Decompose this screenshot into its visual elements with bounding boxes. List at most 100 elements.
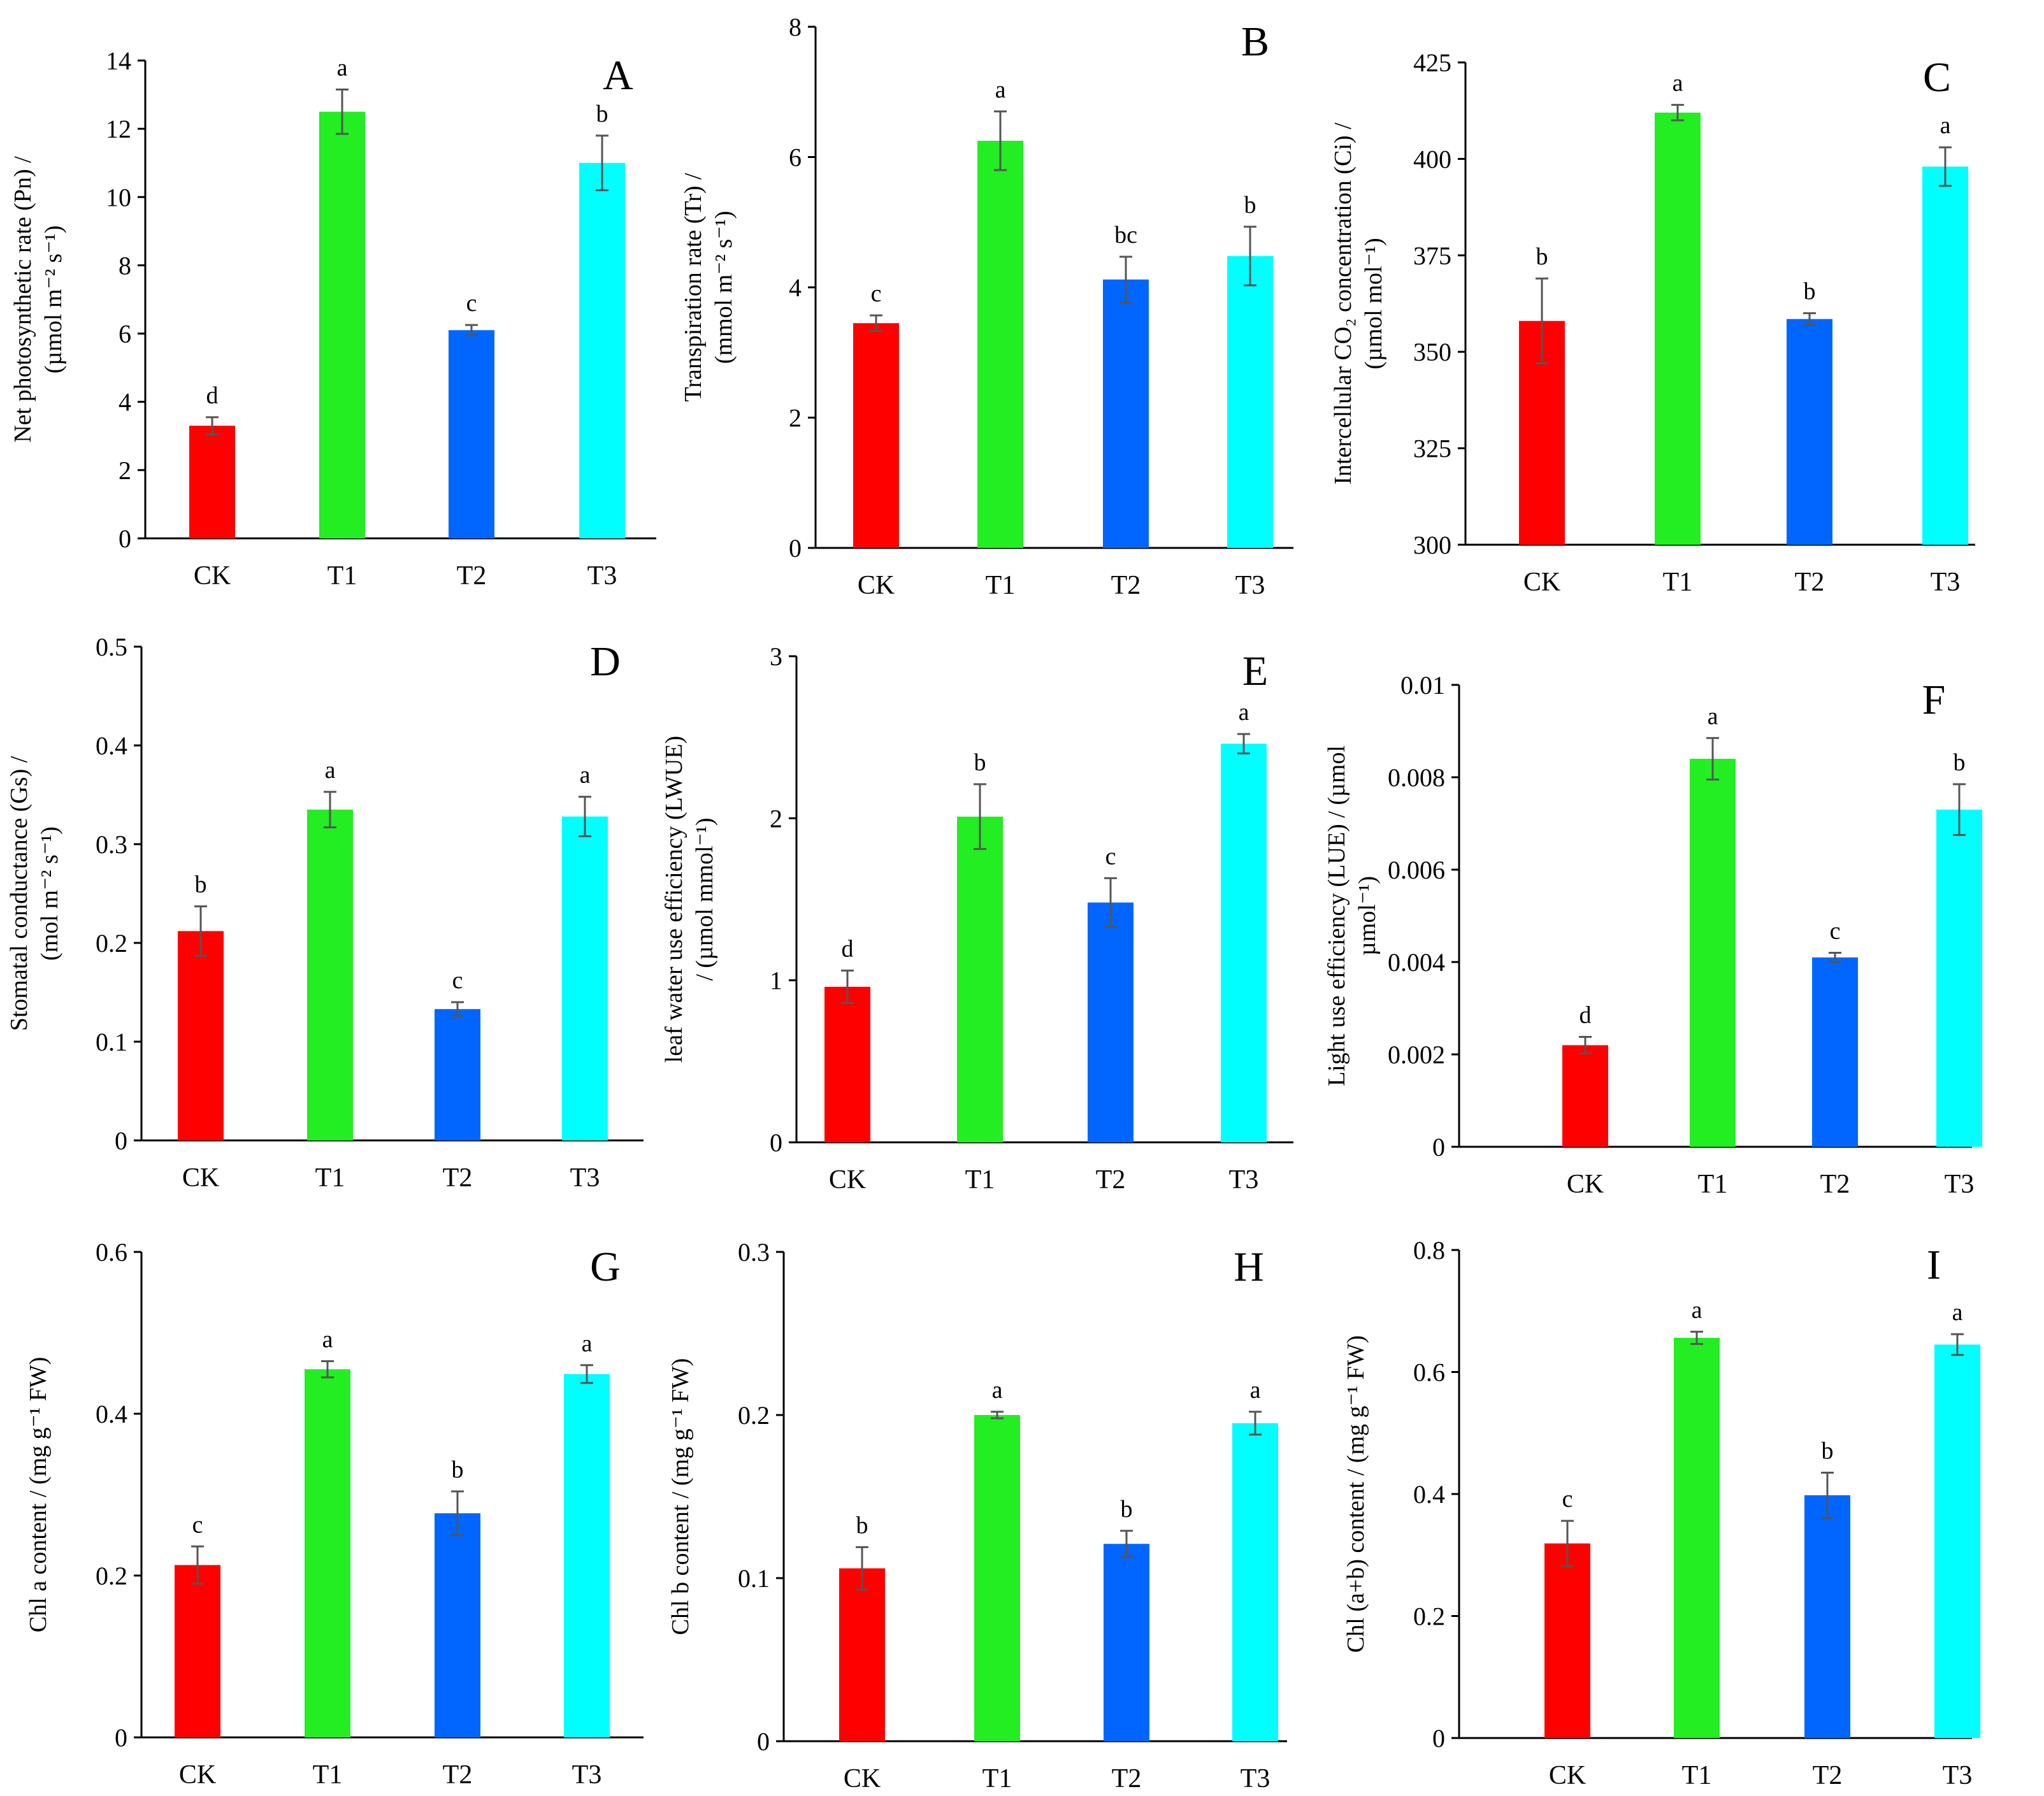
y-tick-label: 0 xyxy=(770,1128,782,1157)
y-tick-label: 6 xyxy=(119,320,131,348)
y-axis-label: µmol⁻¹) xyxy=(1354,876,1381,956)
y-tick-label: 375 xyxy=(1413,241,1451,270)
y-tick-label: 0 xyxy=(789,534,802,563)
significance-letter: a xyxy=(995,76,1006,103)
bar xyxy=(1674,1337,1720,1738)
y-tick-label: 0 xyxy=(1432,1133,1445,1161)
bar xyxy=(1787,319,1832,545)
bar xyxy=(1812,957,1858,1147)
bar xyxy=(1690,759,1736,1147)
y-tick-label: 0.4 xyxy=(96,1400,127,1428)
y-tick-label: 0.3 xyxy=(738,1238,770,1267)
bar xyxy=(1655,112,1701,545)
y-tick-label: 0.008 xyxy=(1388,763,1445,792)
significance-letter: d xyxy=(842,935,854,962)
y-axis-label: Net photosynthetic rate (Pn) / xyxy=(10,156,36,443)
x-tick-label: T3 xyxy=(1235,571,1265,600)
panel-label: F xyxy=(1922,677,1946,723)
x-tick-label: T2 xyxy=(443,1163,473,1193)
bar xyxy=(319,111,365,538)
x-tick-label: CK xyxy=(1523,568,1560,597)
significance-letter: b xyxy=(1121,1496,1133,1523)
bar xyxy=(1922,166,1968,545)
y-tick-label: 0 xyxy=(119,524,131,553)
x-tick-label: T1 xyxy=(1682,1761,1712,1790)
panel-label: G xyxy=(590,1244,621,1290)
y-axis-label: (µmol mol⁻¹) xyxy=(1360,238,1387,369)
bar xyxy=(189,426,235,538)
bar xyxy=(1936,809,1982,1147)
x-tick-label: T3 xyxy=(587,561,617,591)
y-tick-label: 0.002 xyxy=(1388,1040,1445,1069)
bar xyxy=(977,140,1023,548)
y-axis-label: Chl a content / (mg g⁻¹ FW) xyxy=(25,1357,52,1633)
y-tick-label: 0 xyxy=(115,1723,127,1752)
y-tick-label: 0 xyxy=(757,1727,770,1756)
y-axis-label: Transpiration rate (Tr) / xyxy=(680,173,707,402)
y-tick-label: 0.2 xyxy=(96,1562,127,1590)
bar xyxy=(974,1415,1020,1741)
y-tick-label: 0.2 xyxy=(738,1401,770,1430)
significance-letter: c xyxy=(466,290,477,317)
x-tick-label: CK xyxy=(182,1163,219,1193)
x-tick-label: CK xyxy=(1549,1761,1586,1790)
bar xyxy=(839,1568,885,1741)
y-axis-label: (µmol m⁻² s⁻¹) xyxy=(40,226,67,374)
bar xyxy=(579,162,625,538)
significance-letter: b xyxy=(1954,749,1966,776)
y-tick-label: 1 xyxy=(770,966,782,995)
x-tick-label: T2 xyxy=(443,1760,473,1790)
x-tick-label: CK xyxy=(858,571,895,600)
bar xyxy=(175,1565,220,1737)
bar xyxy=(562,816,608,1140)
y-axis-label: Chl b content / (mg g⁻¹ FW) xyxy=(667,1358,694,1635)
y-tick-label: 6 xyxy=(789,143,802,172)
chart-panel-d: 0 0.1 0.2 0.3 0.4 0.5 CK T1 T2 T3 b a c a D Stomatal co… xyxy=(6,633,644,1193)
y-tick-label: 0.2 xyxy=(1413,1602,1445,1631)
significance-letter: a xyxy=(322,1326,333,1353)
y-tick-label: 0 xyxy=(115,1126,127,1155)
x-tick-label: T1 xyxy=(313,1760,343,1790)
chart-panel-b: 0 2 4 6 8 CK T1 T2 T3 c a bc b B Transpiration rate (T… xyxy=(680,13,1293,600)
x-tick-label: T1 xyxy=(986,571,1016,600)
bar xyxy=(1088,902,1134,1142)
bar xyxy=(305,1369,350,1737)
x-tick-label: T2 xyxy=(1820,1170,1850,1199)
y-tick-label: 8 xyxy=(789,13,802,41)
x-tick-label: T1 xyxy=(315,1163,345,1193)
panel-label: E xyxy=(1242,648,1268,694)
significance-letter: a xyxy=(1708,703,1718,729)
bar xyxy=(1804,1495,1850,1738)
y-tick-label: 2 xyxy=(789,404,802,433)
x-tick-label: T1 xyxy=(1698,1170,1728,1199)
bar xyxy=(178,931,224,1140)
y-tick-label: 0.6 xyxy=(1413,1358,1445,1387)
x-tick-label: T3 xyxy=(1931,568,1961,597)
x-tick-label: T1 xyxy=(965,1165,995,1195)
y-tick-label: 4 xyxy=(789,273,802,302)
bar xyxy=(307,809,353,1140)
bar xyxy=(1227,255,1273,548)
x-tick-label: CK xyxy=(829,1165,866,1195)
significance-letter: c xyxy=(192,1511,203,1538)
significance-letter: a xyxy=(1250,1377,1261,1404)
x-tick-label: T2 xyxy=(1096,1165,1126,1195)
significance-letter: a xyxy=(992,1377,1003,1404)
x-tick-label: T1 xyxy=(327,561,357,591)
y-tick-label: 325 xyxy=(1413,435,1451,463)
significance-letter: b xyxy=(195,872,207,898)
y-tick-label: 300 xyxy=(1413,531,1451,559)
x-tick-label: T1 xyxy=(1663,568,1693,597)
y-axis-label: Chl (a+b) content / (mg g⁻¹ FW) xyxy=(1342,1335,1369,1653)
y-tick-label: 2 xyxy=(770,804,782,833)
bar xyxy=(564,1374,610,1737)
panel-label: C xyxy=(1923,54,1951,101)
y-tick-label: 3 xyxy=(770,642,782,671)
y-tick-label: 350 xyxy=(1413,338,1451,366)
significance-letter: bc xyxy=(1114,222,1137,248)
significance-letter: b xyxy=(1536,243,1548,270)
x-tick-label: T3 xyxy=(572,1760,602,1790)
significance-letter: c xyxy=(871,280,882,307)
